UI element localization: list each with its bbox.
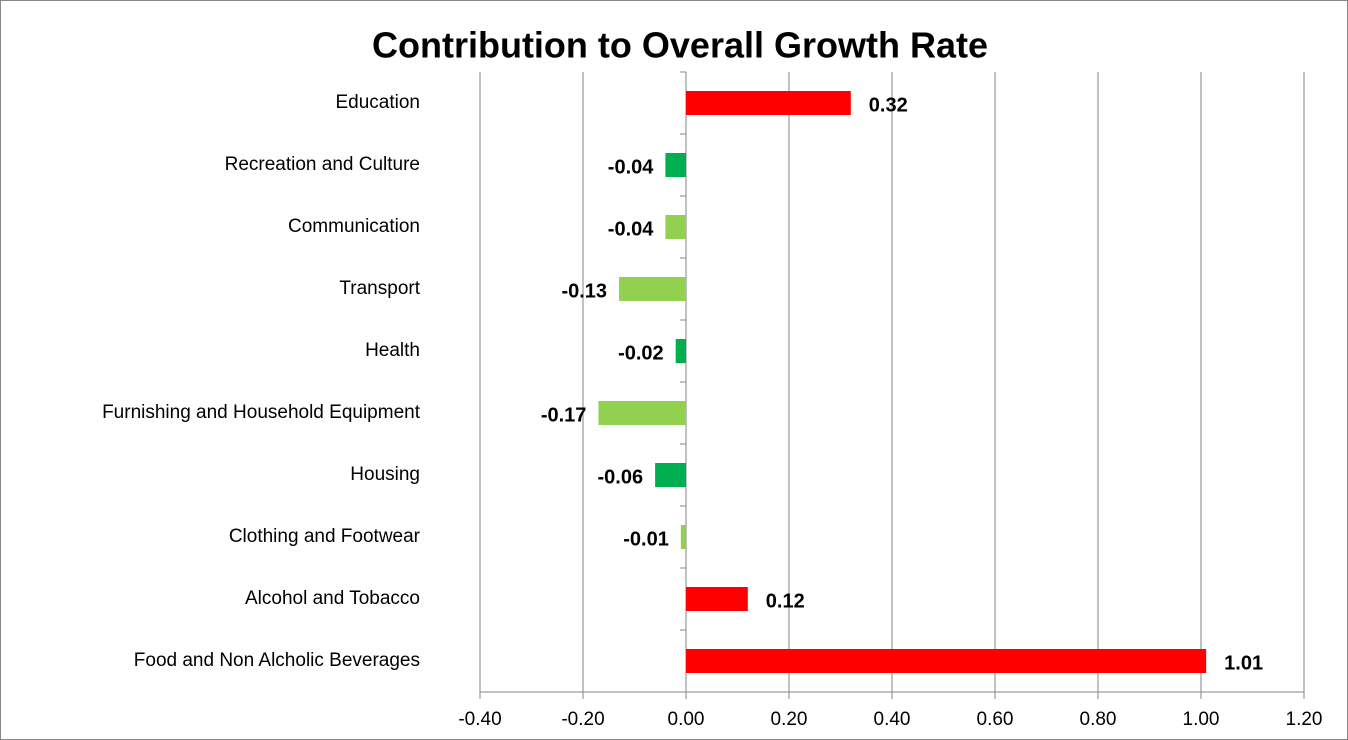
x-tick-label: 1.20 bbox=[1286, 709, 1323, 730]
y-tick-label: Housing bbox=[350, 464, 420, 485]
bar bbox=[675, 339, 686, 363]
bar bbox=[686, 91, 851, 115]
x-tick-label: 0.80 bbox=[1080, 709, 1117, 730]
data-label: -0.04 bbox=[608, 218, 654, 240]
data-label: -0.04 bbox=[608, 156, 654, 178]
data-label: 0.32 bbox=[869, 94, 908, 116]
bar bbox=[619, 277, 686, 301]
x-tick-label: 0.00 bbox=[668, 709, 705, 730]
bar bbox=[665, 153, 686, 177]
y-tick-label: Recreation and Culture bbox=[225, 154, 420, 175]
data-label: -0.13 bbox=[561, 280, 607, 302]
x-tick-label: -0.40 bbox=[458, 709, 501, 730]
bar bbox=[680, 525, 686, 549]
y-tick-label: Transport bbox=[339, 278, 420, 299]
y-tick-label: Health bbox=[365, 340, 420, 361]
y-tick-label: Education bbox=[335, 92, 420, 113]
x-tick-label: 1.00 bbox=[1183, 709, 1220, 730]
data-label: -0.06 bbox=[598, 466, 644, 488]
data-label: -0.17 bbox=[541, 404, 587, 426]
x-tick-label: 0.60 bbox=[977, 709, 1014, 730]
y-tick-label: Communication bbox=[288, 216, 420, 237]
bar bbox=[598, 401, 686, 425]
bar bbox=[655, 463, 686, 487]
x-tick-label: -0.20 bbox=[561, 709, 604, 730]
data-label: -0.01 bbox=[623, 528, 669, 550]
data-label: 1.01 bbox=[1224, 652, 1263, 674]
bar bbox=[665, 215, 686, 239]
y-tick-label: Clothing and Footwear bbox=[229, 526, 421, 547]
x-tick-label: 0.20 bbox=[771, 709, 808, 730]
x-tick-label: 0.40 bbox=[874, 709, 911, 730]
y-tick-label: Furnishing and Household Equipment bbox=[102, 402, 421, 423]
bar bbox=[686, 587, 748, 611]
chart-title: Contribution to Overall Growth Rate bbox=[372, 25, 988, 66]
y-tick-label: Alcohol and Tobacco bbox=[245, 588, 420, 609]
bar bbox=[686, 649, 1207, 673]
data-label: 0.12 bbox=[766, 590, 805, 612]
data-label: -0.02 bbox=[618, 342, 664, 364]
y-tick-label: Food and Non Alcholic Beverages bbox=[134, 650, 420, 671]
